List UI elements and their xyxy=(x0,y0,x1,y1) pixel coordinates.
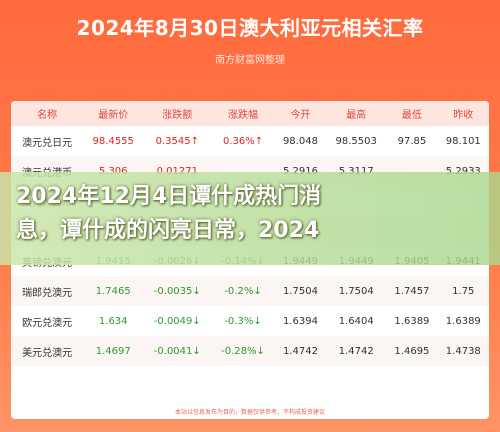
cell-change: 0.3545↑ xyxy=(155,135,199,147)
cell-name: 欧元兑澳元 xyxy=(22,317,73,329)
cell-high: 1.6404 xyxy=(338,315,374,327)
table-row: 美元兑澳元 1.4697 -0.0041↓ -0.28%↓ 1.4742 1.4742 1.… xyxy=(11,336,489,366)
cell-high: 1.4742 xyxy=(326,336,387,366)
cell-name: 澳元兑日元 xyxy=(22,137,73,149)
col-prev: 昨收 xyxy=(437,101,489,126)
cell-low: 1.6389 xyxy=(394,315,430,327)
cell-pct: 0.36%↑ xyxy=(222,135,264,147)
cell-pct: -0.3%↓ xyxy=(224,315,262,327)
headline-line-2: 息，谭什成的闪亮日常，2024 xyxy=(16,218,320,243)
cell-prev: 1.4738 xyxy=(437,336,489,366)
cell-open: 98.048 xyxy=(282,135,318,147)
cell-prev: 1.6389 xyxy=(445,315,481,327)
cell-price: 98.4555 xyxy=(92,135,134,147)
page-subtitle: 南方财富网整理 xyxy=(215,55,285,66)
cell-change: -0.0049↓ xyxy=(153,315,201,327)
cell-open: 1.6394 xyxy=(282,315,318,327)
col-name: 名称 xyxy=(11,101,84,126)
cell-change: -0.0041↓ xyxy=(143,336,212,366)
headline-line-1: 2024年12月4日谭什成热门消 xyxy=(16,184,322,209)
cell-prev: 1.75 xyxy=(437,276,489,306)
cell-pct: -0.28%↓ xyxy=(211,336,275,366)
table-row: 欧元兑澳元 1.634 -0.0049↓ -0.3%↓ 1.6394 1.6404 1.63… xyxy=(11,306,489,336)
cell-open: 1.7504 xyxy=(274,276,327,306)
table-row: 瑞郎兑澳元 1.7465 -0.0035↓ -0.2%↓ 1.7504 1.7504 1.7… xyxy=(11,276,489,306)
table-row: 澳元兑日元 98.4555 0.3545↑ 0.36%↑ 98.048 98.5503 97… xyxy=(11,126,489,156)
cell-prev: 98.101 xyxy=(445,135,481,147)
col-high: 最高 xyxy=(326,101,387,126)
cell-low: 1.4695 xyxy=(386,336,438,366)
col-open: 今开 xyxy=(274,101,327,126)
cell-low: 97.85 xyxy=(397,135,427,147)
col-low: 最低 xyxy=(386,101,438,126)
col-change: 涨跌额 xyxy=(143,101,212,126)
cell-high: 1.7504 xyxy=(326,276,387,306)
cell-low: 1.7457 xyxy=(386,276,438,306)
col-price: 最新价 xyxy=(83,101,144,126)
page-title: 2024年8月30日澳大利亚元相关汇率 xyxy=(76,16,424,40)
article-headline[interactable]: 2024年12月4日谭什成热门消 息，谭什成的闪亮日常，2024 xyxy=(0,180,500,248)
col-pct: 涨跌幅 xyxy=(211,101,275,126)
cell-price: 1.634 xyxy=(98,315,128,327)
cell-price: 1.7465 xyxy=(83,276,144,306)
cell-open: 1.4742 xyxy=(274,336,327,366)
table-header-row: 名称 最新价 涨跌额 涨跌幅 今开 最高 最低 昨收 xyxy=(11,101,489,126)
article-banner xyxy=(0,172,500,265)
cell-pct: -0.2%↓ xyxy=(211,276,275,306)
cell-change: -0.0035↓ xyxy=(143,276,212,306)
cell-name: 美元兑澳元 xyxy=(11,336,84,366)
cell-price: 1.4697 xyxy=(83,336,144,366)
cell-high: 98.5503 xyxy=(335,135,377,147)
disclaimer: 本站以信息发布为目的，数据仅供参考，不构成投资建议 xyxy=(174,409,325,416)
cell-name: 瑞郎兑澳元 xyxy=(11,276,84,306)
